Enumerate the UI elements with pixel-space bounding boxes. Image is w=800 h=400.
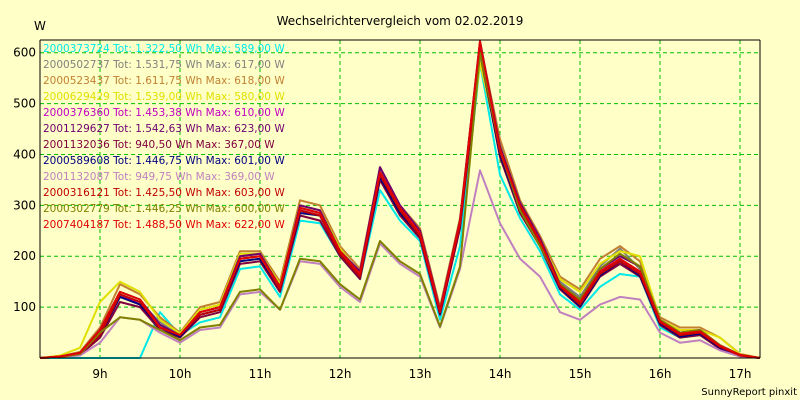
- series-line-9: [39, 169, 761, 359]
- series-line-11: [39, 51, 761, 359]
- legend-entry-5: 2000376360 Tot: 1.453,38 Wh Max: 610,00 …: [43, 107, 285, 119]
- legend-entry-4: 2000629429 Tot: 1.539,00 Wh Max: 580,00 …: [43, 91, 285, 103]
- legend-entry-1: 2000373724 Tot: 1.322,50 Wh Max: 589,00 …: [43, 43, 285, 55]
- legend-entry-10: 2000316121 Tot: 1.425,50 Wh Max: 603,00 …: [43, 187, 285, 199]
- y-axis-unit: W: [34, 19, 46, 33]
- series-line-12: [39, 40, 761, 359]
- x-tick-label: 10h: [169, 367, 192, 381]
- series-lines: [39, 40, 761, 359]
- footer-credit: SunnyReport pinxit: [701, 387, 797, 398]
- legend-entry-9: 2001132087 Tot: 949,75 Wh Max: 369,00 W: [43, 171, 275, 183]
- legend-entry-7: 2001132036 Tot: 940,50 Wh Max: 367,00 W: [43, 139, 275, 151]
- legend-entry-12: 2007404187 Tot: 1.488,50 Wh Max: 622,00 …: [43, 219, 285, 231]
- grid: [40, 40, 760, 358]
- legend-entry-6: 2001129627 Tot: 1.542,63 Wh Max: 623,00 …: [43, 123, 285, 135]
- x-tick-label: 9h: [92, 367, 107, 381]
- x-tick-label: 11h: [249, 367, 272, 381]
- x-tick-label: 15h: [569, 367, 592, 381]
- x-tick-label: 13h: [409, 367, 432, 381]
- y-tick-label: 600: [13, 46, 36, 60]
- legend-entry-3: 2000523437 Tot: 1.611,75 Wh Max: 618,00 …: [43, 75, 285, 87]
- axes: 100 200 300 400 500 600 9h 10h 11h 12h 13h 14h 15h 16…: [13, 39, 761, 381]
- legend-entry-11: 2000302779 Tot: 1.446,25 Wh Max: 600,00 …: [43, 203, 285, 215]
- x-tick-label: 12h: [329, 367, 352, 381]
- y-tick-label: 100: [13, 300, 36, 314]
- x-tick-label: 16h: [649, 367, 672, 381]
- y-tick-label: 200: [13, 249, 36, 263]
- legend: 2000373724 Tot: 1.322,50 Wh Max: 589,00 …: [43, 43, 285, 231]
- x-tick-label: 14h: [489, 367, 512, 381]
- legend-entry-8: 2000589608 Tot: 1.446,75 Wh Max: 601,00 …: [43, 155, 285, 167]
- y-tick-label: 300: [13, 198, 36, 212]
- y-tick-label: 400: [13, 147, 36, 161]
- legend-entry-2: 2000502737 Tot: 1.531,75 Wh Max: 617,00 …: [43, 59, 285, 71]
- x-tick-label: 17h: [729, 367, 752, 381]
- plot-area: [40, 40, 760, 358]
- chart-title: Wechselrichtervergleich vom 02.02.2019: [277, 14, 524, 28]
- y-tick-label: 500: [13, 97, 36, 111]
